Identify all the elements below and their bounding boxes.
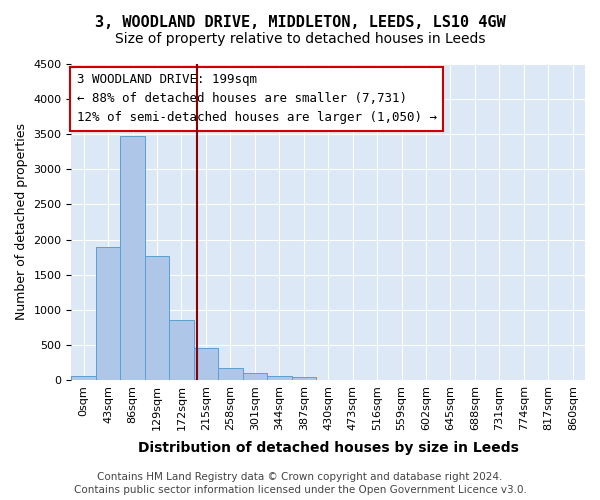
Bar: [218, 368, 242, 380]
X-axis label: Distribution of detached houses by size in Leeds: Distribution of detached houses by size …: [138, 441, 518, 455]
Bar: [71, 376, 96, 380]
Bar: [242, 373, 267, 380]
Bar: [292, 377, 316, 380]
Bar: [96, 246, 121, 380]
Bar: [121, 136, 145, 380]
Text: 3 WOODLAND DRIVE: 199sqm
← 88% of detached houses are smaller (7,731)
12% of sem: 3 WOODLAND DRIVE: 199sqm ← 88% of detach…: [77, 74, 437, 124]
Text: 3, WOODLAND DRIVE, MIDDLETON, LEEDS, LS10 4GW: 3, WOODLAND DRIVE, MIDDLETON, LEEDS, LS1…: [95, 15, 505, 30]
Y-axis label: Number of detached properties: Number of detached properties: [15, 124, 28, 320]
Bar: [169, 320, 194, 380]
Bar: [145, 256, 169, 380]
Bar: [267, 376, 292, 380]
Text: Size of property relative to detached houses in Leeds: Size of property relative to detached ho…: [115, 32, 485, 46]
Bar: [194, 348, 218, 380]
Text: Contains HM Land Registry data © Crown copyright and database right 2024.
Contai: Contains HM Land Registry data © Crown c…: [74, 472, 526, 495]
